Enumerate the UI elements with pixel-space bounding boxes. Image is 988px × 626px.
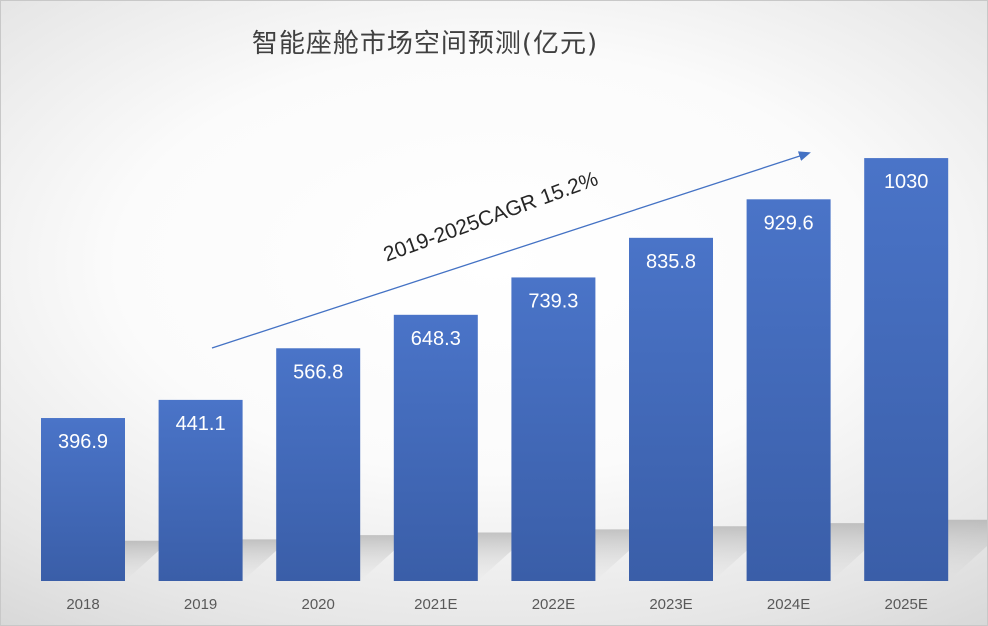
x-tick-label: 2021E — [414, 596, 457, 613]
value-label: 566.8 — [293, 361, 343, 383]
value-label: 1030 — [884, 171, 929, 193]
value-labels: 396.9 441.1 566.8 648.3 739.3 835.8 929.6 1030 — [58, 171, 928, 453]
value-label: 441.1 — [176, 413, 226, 435]
x-tick-label: 2025E — [885, 596, 928, 613]
bar-2022E — [511, 277, 596, 581]
bar-2018 — [41, 418, 125, 581]
value-label: 835.8 — [646, 251, 696, 273]
bar-2019 — [158, 399, 243, 581]
chart-title: 智能座舱市场空间预测(亿元) — [251, 29, 599, 59]
x-axis-ticks: 2018 2019 2020 2021E 2022E 2023E 2024E 2025E — [66, 596, 928, 613]
bar-2023E — [629, 237, 713, 581]
bar-2024E — [746, 199, 831, 581]
x-tick-label: 2020 — [302, 596, 335, 613]
value-label: 739.3 — [528, 290, 578, 312]
cagr-trend-arrow — [211, 151, 811, 349]
x-tick-label: 2024E — [767, 596, 810, 613]
bar-2021E — [393, 314, 478, 581]
value-label: 929.6 — [764, 212, 814, 234]
bars — [41, 158, 949, 581]
value-label: 648.3 — [411, 328, 461, 350]
bar-2025E — [864, 158, 949, 581]
value-label: 396.9 — [58, 431, 108, 453]
x-tick-label: 2019 — [184, 596, 217, 613]
x-tick-label: 2023E — [649, 596, 692, 613]
x-tick-label: 2018 — [66, 596, 99, 613]
bar-2020 — [276, 348, 361, 581]
x-tick-label: 2022E — [532, 596, 575, 613]
cagr-annotation: 2019-2025CAGR 15.2% — [380, 167, 601, 266]
